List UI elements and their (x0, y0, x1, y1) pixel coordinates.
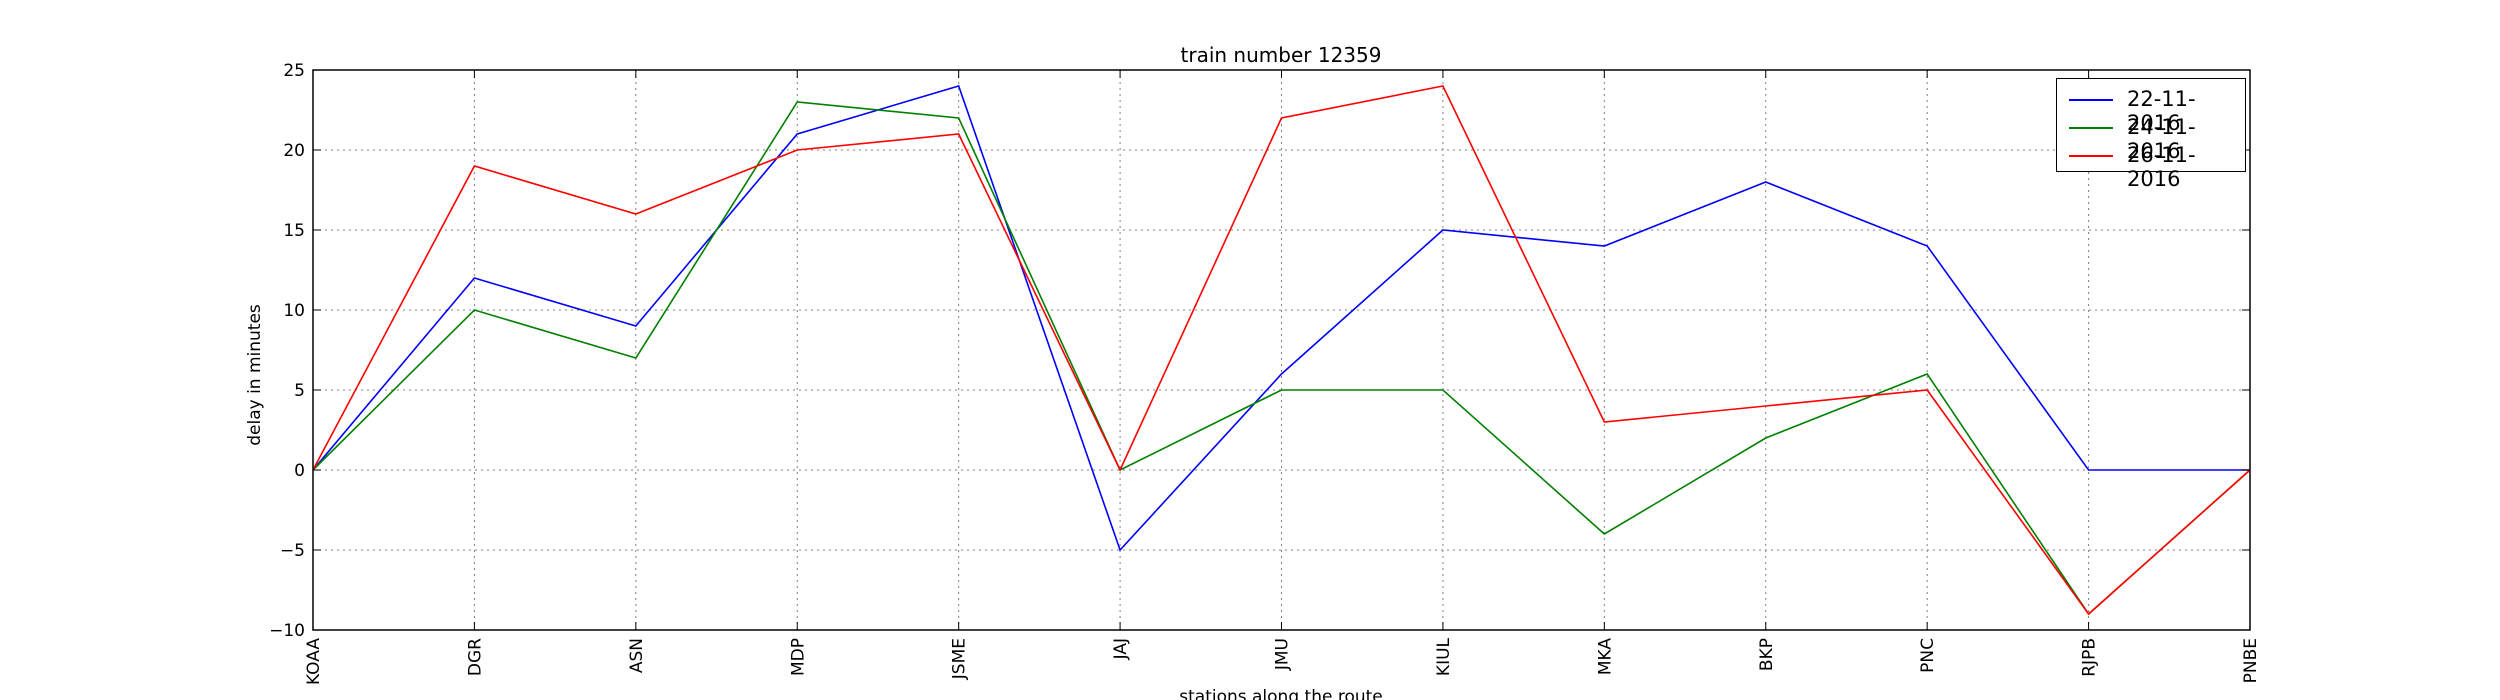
x-tick-label: KOAA (304, 638, 324, 685)
y-tick-label: 15 (283, 221, 305, 241)
y-tick-label: 10 (283, 301, 305, 321)
x-tick-label: MDP (788, 638, 808, 676)
x-tick-label: PNBE (2241, 638, 2261, 683)
legend-entry: 22-11-2016 (2057, 85, 2245, 135)
chart-title: train number 12359 (1181, 43, 1382, 67)
y-tick-label: 0 (294, 461, 305, 481)
legend-entry: 26-11-2016 (2057, 141, 2245, 191)
x-tick-label: BKP (1757, 638, 1777, 671)
series-lines (312, 85, 2251, 616)
y-tick-label: −10 (269, 621, 305, 641)
y-tick-label: 20 (283, 141, 305, 161)
series-line-1 (312, 85, 2250, 552)
x-tick-label: DGR (465, 638, 485, 676)
legend-swatch (2069, 99, 2113, 101)
y-tick-label: 25 (283, 61, 305, 81)
y-axis-ticks: −10 −5 0 5 10 15 20 25 (269, 61, 2250, 641)
x-tick-label: MKA (1595, 638, 1615, 676)
x-tick-label: ASN (627, 638, 647, 673)
y-axis-label: delay in minutes (245, 304, 265, 446)
series-line-2 (312, 101, 2251, 616)
legend-swatch (2069, 155, 2113, 157)
grid-lines (312, 69, 2251, 631)
x-axis-ticks: KOAA DGR ASN MDP JSME JAJ JMU KIUL MKA BKP PNC RJPB… (304, 70, 2261, 685)
legend-label: 26-11-2016 (2127, 143, 2196, 191)
y-tick-label: −5 (280, 541, 305, 561)
x-tick-label: KIUL (1434, 637, 1454, 676)
legend-entry: 24-11-2016 (2057, 113, 2245, 163)
x-axis-label: stations along the route (1179, 687, 1383, 700)
x-tick-label: PNC (1918, 638, 1938, 673)
x-tick-label: JSME (950, 638, 970, 680)
x-tick-label: JMU (1273, 638, 1293, 671)
x-tick-label: RJPB (2080, 638, 2100, 677)
series-line-3 (312, 85, 2251, 616)
y-tick-label: 5 (294, 381, 305, 401)
legend-swatch (2069, 127, 2113, 129)
legend: 22-11-2016 24-11-2016 26-11-2016 (2056, 78, 2246, 191)
legend-label: 24-11-2016 (2127, 115, 2196, 163)
legend-label: 22-11-2016 (2127, 87, 2196, 135)
x-tick-label: JAJ (1111, 638, 1131, 660)
